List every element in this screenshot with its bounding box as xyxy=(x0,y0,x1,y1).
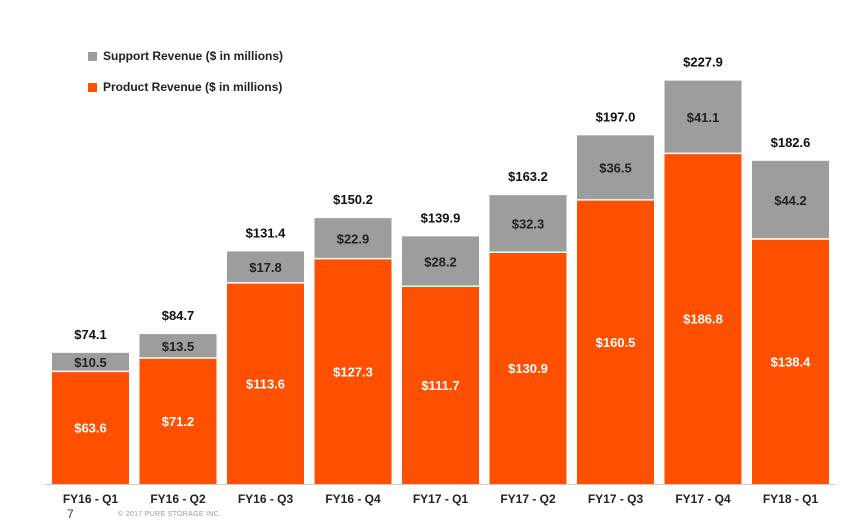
support-value-label: $17.8 xyxy=(249,260,282,275)
product-revenue-bar xyxy=(489,252,567,484)
support-revenue-bar xyxy=(752,160,829,240)
x-tick-label: FY17 - Q1 xyxy=(413,492,469,506)
product-value-label: $186.8 xyxy=(683,312,723,327)
legend-swatch-product xyxy=(88,82,97,92)
legend-swatch-support xyxy=(88,51,97,61)
support-value-label: $28.2 xyxy=(424,254,457,269)
support-revenue-bar xyxy=(139,334,217,358)
product-value-label: $138.4 xyxy=(771,355,812,370)
total-value-label: $139.9 xyxy=(421,210,461,225)
support-revenue-bar xyxy=(227,251,304,283)
legend-label-product: Product Revenue ($ in millions) xyxy=(103,80,283,94)
x-tick-label: FY18 - Q1 xyxy=(763,492,819,506)
support-revenue-bar xyxy=(577,135,654,200)
product-revenue-bar xyxy=(227,282,304,484)
product-revenue-bar xyxy=(402,286,479,484)
support-value-label: $10.5 xyxy=(74,355,107,370)
product-revenue-bar xyxy=(577,199,654,485)
x-tick-label: FY17 - Q4 xyxy=(675,492,731,506)
total-value-label: $150.2 xyxy=(333,192,373,207)
page-number: 7 xyxy=(67,507,74,521)
x-tick-label: FY16 - Q3 xyxy=(238,492,294,506)
product-revenue-bar xyxy=(752,239,829,484)
product-value-label: $113.6 xyxy=(246,376,285,391)
x-tick-label: FY16 - Q1 xyxy=(63,492,119,506)
product-value-label: $127.3 xyxy=(333,364,373,379)
legend-label-support: Support Revenue ($ in millions) xyxy=(103,49,284,63)
legend-item-support: Support Revenue ($ in millions) xyxy=(88,46,283,66)
total-value-label: $131.4 xyxy=(246,225,287,240)
support-value-label: $32.3 xyxy=(512,217,545,232)
support-value-label: $22.9 xyxy=(337,231,370,246)
product-revenue-bar xyxy=(664,153,742,484)
total-value-label: $227.9 xyxy=(683,55,723,70)
support-value-label: $44.2 xyxy=(774,193,807,208)
product-value-label: $160.5 xyxy=(596,335,636,350)
total-value-label: $182.6 xyxy=(771,135,811,150)
copyright-note: © 2017 PURE STORAGE INC. xyxy=(118,511,222,518)
product-revenue-bar xyxy=(314,258,392,484)
total-value-label: $163.2 xyxy=(508,169,548,184)
support-value-label: $13.5 xyxy=(162,339,195,354)
support-value-label: $36.5 xyxy=(599,161,632,176)
x-tick-label: FY16 - Q4 xyxy=(325,492,381,506)
x-tick-label: FY17 - Q2 xyxy=(500,492,556,506)
product-value-label: $130.9 xyxy=(508,361,548,376)
support-value-label: $41.1 xyxy=(687,110,720,125)
support-revenue-bar xyxy=(664,80,742,154)
total-value-label: $197.0 xyxy=(596,109,636,124)
product-value-label: $63.6 xyxy=(74,421,107,436)
product-value-label: $111.7 xyxy=(421,378,459,393)
support-revenue-bar xyxy=(314,218,392,259)
support-revenue-bar xyxy=(489,195,567,253)
chart-legend: Support Revenue ($ in millions) Product … xyxy=(88,46,283,108)
support-revenue-bar xyxy=(402,236,479,287)
total-value-label: $74.1 xyxy=(74,327,107,342)
legend-item-product: Product Revenue ($ in millions) xyxy=(88,77,283,97)
product-revenue-bar xyxy=(139,357,217,484)
x-tick-label: FY17 - Q3 xyxy=(588,492,644,506)
x-tick-label: FY16 - Q2 xyxy=(150,492,206,506)
support-revenue-bar xyxy=(52,352,129,372)
total-value-label: $84.7 xyxy=(162,308,195,323)
product-revenue-bar xyxy=(52,371,129,484)
product-value-label: $71.2 xyxy=(162,414,195,429)
